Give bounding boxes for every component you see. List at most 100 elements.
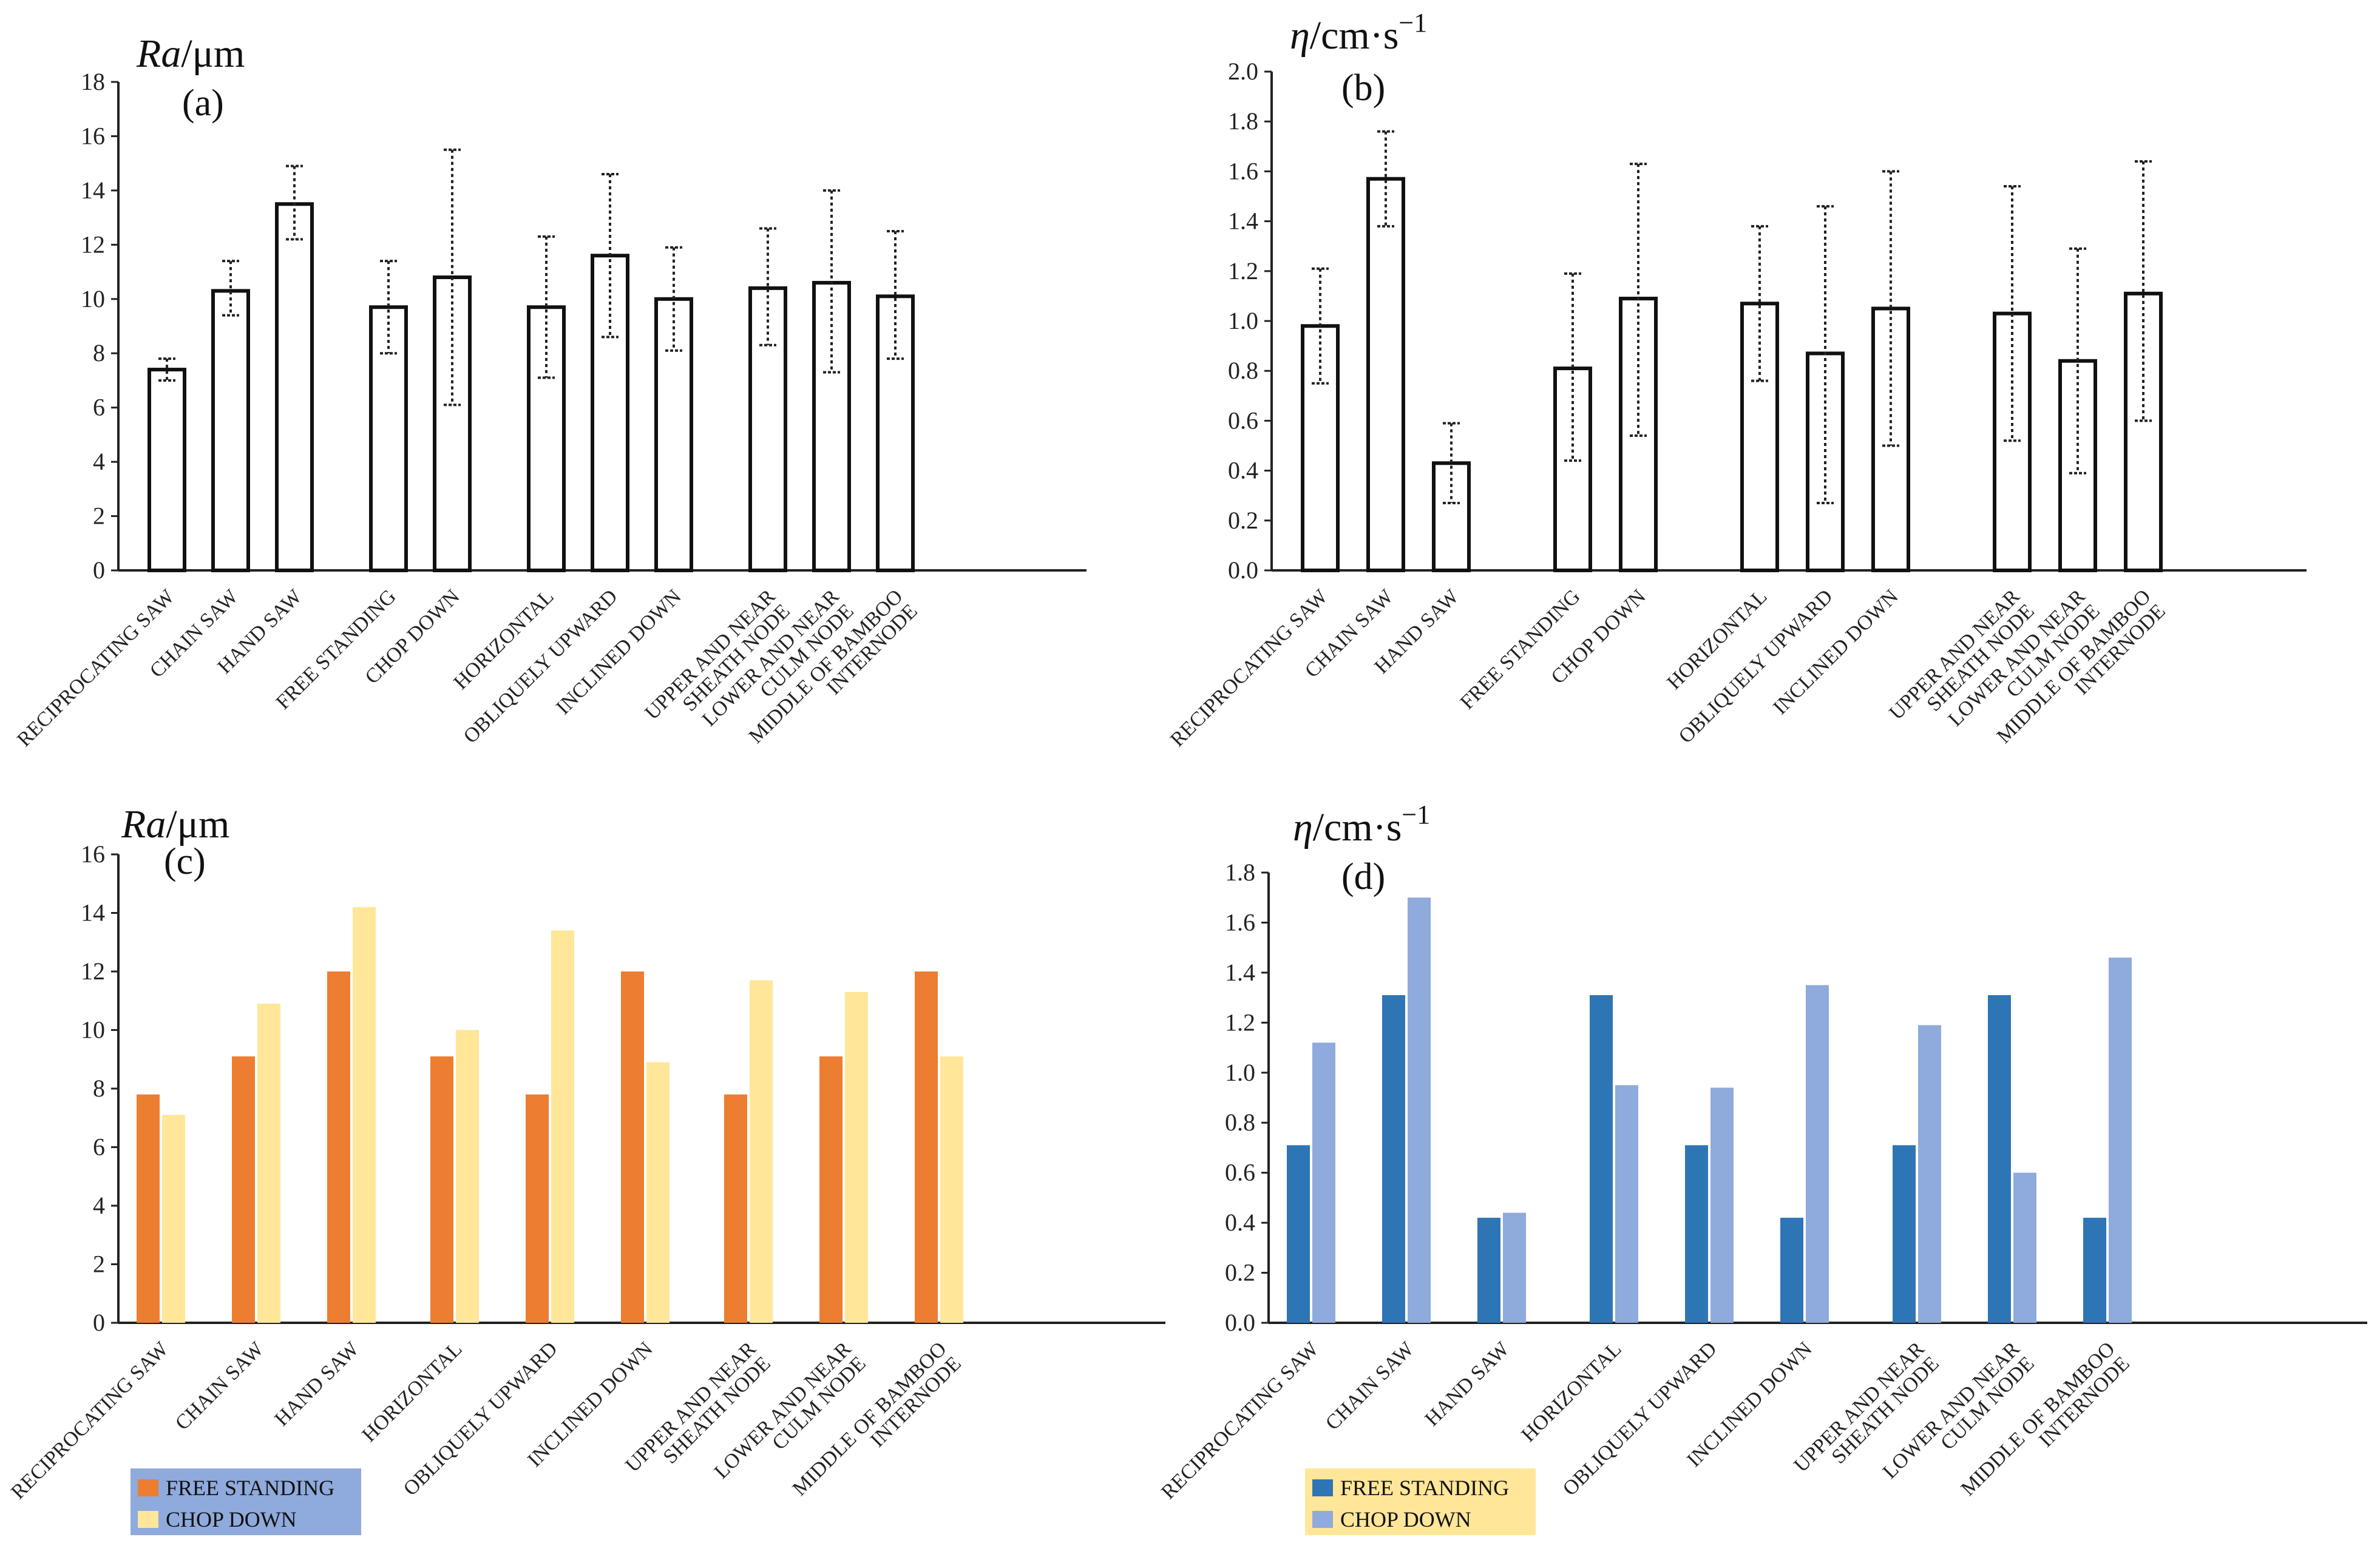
- chart-b-eta-by-factor: 0.0 0.2 0.4 0.6 0.8 1.0 1.2 1.4 1.6 1.8 2.0 η/cm·s−…: [1166, 8, 2307, 751]
- y-tick-label: 0.4: [1228, 457, 1258, 484]
- y-tick-label: 14: [81, 899, 105, 927]
- bar: [369, 305, 408, 572]
- y-tick-label: 4: [93, 1192, 105, 1219]
- x-category-label-line: UPPER AND NEAR: [1885, 585, 2024, 724]
- y-axis-unit: /μm: [181, 32, 245, 76]
- y-tick-label: 16: [81, 122, 105, 149]
- y-axis-unit-label: Ra/μm: [136, 32, 245, 76]
- y-tick-label: 1.6: [1228, 157, 1258, 184]
- legend-entry: CHOP DOWN: [1340, 1507, 1471, 1532]
- bar-free-standing: [1988, 995, 2011, 1323]
- bar-free-standing: [1382, 995, 1405, 1323]
- legend-background: [1305, 1468, 1536, 1535]
- bar-chop-down: [1503, 1212, 1526, 1323]
- x-category-label: RECIPROCATING SAW: [1157, 1337, 1323, 1504]
- y-tick-label: 8: [93, 339, 105, 367]
- bar: [275, 202, 314, 572]
- x-category-label: CHAIN SAW: [171, 1337, 268, 1434]
- bar-free-standing: [1287, 1145, 1310, 1323]
- y-tick-label: 4: [93, 448, 105, 475]
- y-tick-label: 16: [81, 840, 105, 868]
- bar: [147, 368, 186, 572]
- bar-free-standing: [1893, 1145, 1916, 1323]
- y-tick-label: 10: [81, 285, 105, 312]
- y-tick-label: 0.0: [1225, 1309, 1255, 1336]
- bar: [433, 275, 472, 572]
- y-tick-label: 1.8: [1225, 859, 1255, 886]
- bar: [2058, 359, 2097, 572]
- bar: [527, 305, 566, 572]
- bar-chop-down: [1615, 1085, 1638, 1323]
- y-tick-label: 2.0: [1228, 58, 1258, 85]
- x-category-label-line: HAND SAW: [1421, 1337, 1514, 1431]
- y-axis-symbol: η: [1293, 805, 1313, 850]
- y-tick-label: 0.6: [1225, 1159, 1255, 1186]
- y-tick-label: 2: [93, 502, 105, 530]
- x-category-label-line: CHAIN SAW: [171, 1337, 268, 1434]
- bar: [1432, 461, 1471, 573]
- y-tick-label: 1.4: [1225, 959, 1255, 986]
- panel-label: (c): [164, 841, 206, 882]
- bar-free-standing: [430, 1056, 453, 1323]
- y-axis-unit-exponent: −1: [1402, 800, 1430, 829]
- bar-chop-down: [1806, 985, 1829, 1323]
- y-tick-label: 1.8: [1228, 107, 1258, 135]
- bar-free-standing: [1477, 1217, 1500, 1323]
- bar-chop-down: [1408, 897, 1431, 1323]
- x-category-label: HORIZONTAL: [358, 1337, 467, 1446]
- bar: [876, 294, 915, 572]
- bar-free-standing: [137, 1094, 160, 1323]
- x-category-label: UPPER AND NEARSHEATH NODE: [1789, 1337, 1943, 1491]
- x-category-label-line: HORIZONTAL: [358, 1337, 467, 1446]
- bar-chop-down: [456, 1030, 479, 1323]
- y-tick-label: 12: [81, 231, 105, 258]
- panel-label: (a): [182, 83, 224, 124]
- y-axis-symbol: η: [1290, 13, 1310, 58]
- x-category-label-line: HORIZONTAL: [1517, 1337, 1626, 1446]
- x-category-label: INCLINED DOWN: [1769, 585, 1902, 718]
- y-tick-label: 0.0: [1228, 556, 1258, 584]
- y-tick-label: 1.0: [1228, 307, 1258, 334]
- y-tick-label: 0.4: [1225, 1209, 1255, 1236]
- chart-d-eta-free-vs-chop: 0.0 0.2 0.4 0.6 0.8 1.0 1.2 1.4 1.6 1.8 η/cm·s−1 (d…: [1157, 800, 2367, 1535]
- y-tick-label: 1.6: [1225, 908, 1255, 936]
- bar-chop-down: [162, 1115, 185, 1323]
- x-category-label: HORIZONTAL: [1517, 1337, 1626, 1446]
- x-category-label-line: RECIPROCATING SAW: [1157, 1337, 1323, 1504]
- legend: FREE STANDING CHOP DOWN: [1305, 1468, 1536, 1535]
- y-tick-label: 0.2: [1225, 1259, 1255, 1286]
- bar-free-standing: [819, 1056, 842, 1323]
- bar-chop-down: [1918, 1025, 1941, 1323]
- y-tick-label: 6: [93, 1133, 105, 1161]
- x-category-label-line: CHAIN SAW: [1321, 1337, 1419, 1434]
- x-category-label: OBLIQUELY UPWARD: [399, 1337, 562, 1500]
- bar-chop-down: [2109, 958, 2132, 1323]
- x-category-label-line: HAND SAW: [271, 1337, 364, 1431]
- x-category-label: HAND SAW: [1421, 1337, 1514, 1431]
- y-axis-unit-label: η/cm·s−1: [1293, 800, 1430, 850]
- y-tick-label: 12: [81, 958, 105, 985]
- y-tick-label: 0.8: [1228, 357, 1258, 384]
- y-axis-unit: /cm·s: [1310, 13, 1399, 58]
- bar-free-standing: [526, 1094, 549, 1323]
- bar-chop-down: [353, 907, 376, 1323]
- y-tick-label: 0.8: [1225, 1109, 1255, 1136]
- bar: [1619, 297, 1658, 572]
- y-tick-label: 6: [93, 394, 105, 421]
- x-category-label: FREE STANDING: [1456, 585, 1585, 714]
- y-tick-label: 0.6: [1228, 407, 1258, 434]
- bar-free-standing: [327, 971, 350, 1323]
- y-axis-symbol: Ra: [136, 32, 181, 76]
- y-tick-label: 14: [81, 177, 105, 204]
- y-axis-unit-label: Ra/μm: [121, 802, 229, 846]
- y-axis-unit: /cm·s: [1313, 805, 1402, 850]
- bar: [1366, 177, 1405, 573]
- bar-chop-down: [750, 980, 773, 1323]
- bar-chop-down: [2013, 1172, 2036, 1323]
- bar-free-standing: [2083, 1217, 2106, 1323]
- bar-chop-down: [1710, 1087, 1734, 1323]
- bar-free-standing: [724, 1094, 747, 1323]
